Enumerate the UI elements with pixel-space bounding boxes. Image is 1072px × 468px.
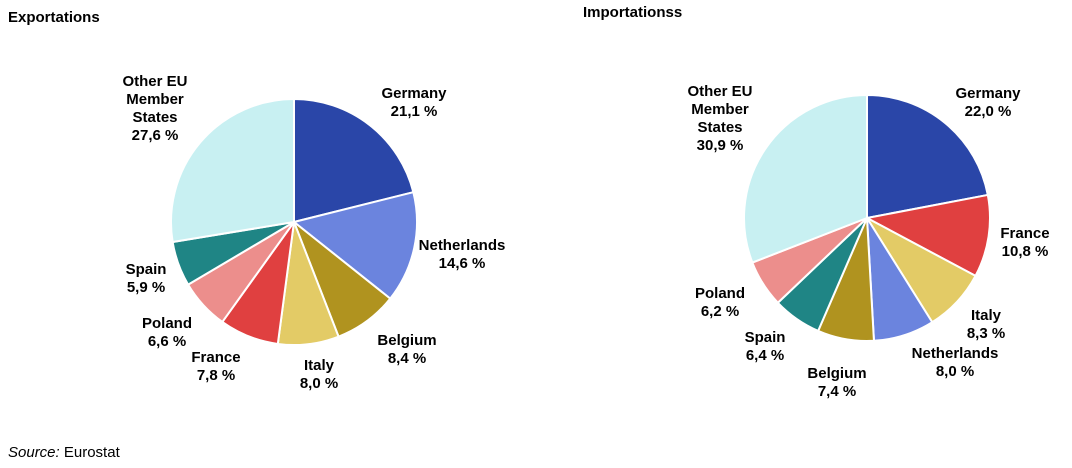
imp-label-other-eu-member-states: Other EU Member States 30,9 % xyxy=(687,83,752,154)
source-value: Eurostat xyxy=(59,444,120,461)
imp-label-italy: Italy 8,3 % xyxy=(967,307,1005,342)
source-note: Source: Eurostat xyxy=(8,444,120,461)
imp-slice-france xyxy=(866,193,991,277)
imp-label-spain: Spain 6,4 % xyxy=(745,329,786,364)
exp-slice-other-eu-member-states xyxy=(170,98,295,243)
imp-label-germany: Germany 22,0 % xyxy=(955,85,1021,120)
exp-label-spain: Spain 5,9 % xyxy=(126,261,167,296)
exp-label-netherlands: Netherlands 14,6 % xyxy=(419,237,506,272)
exp-slice-netherlands xyxy=(293,191,418,300)
importations-title: Importationss xyxy=(583,4,683,21)
exp-label-other-eu-member-states: Other EU Member States 27,6 % xyxy=(122,73,187,144)
imp-label-france: France 10,8 % xyxy=(1000,225,1049,260)
exp-label-belgium: Belgium 8,4 % xyxy=(377,332,436,367)
imp-slice-other-eu-member-states xyxy=(743,94,868,264)
source-label: Source: xyxy=(8,444,60,461)
imp-label-poland: Poland 6,2 % xyxy=(695,285,745,320)
imp-label-belgium: Belgium 7,4 % xyxy=(807,365,866,400)
exp-slice-germany xyxy=(293,98,415,223)
exp-label-italy: Italy 8,0 % xyxy=(300,357,338,392)
exp-label-france: France 7,8 % xyxy=(191,349,240,384)
exportations-title: Exportations xyxy=(8,9,100,26)
exp-label-germany: Germany 21,1 % xyxy=(381,85,447,120)
imp-slice-germany xyxy=(866,94,989,219)
imp-label-netherlands: Netherlands 8,0 % xyxy=(912,345,999,380)
exp-label-poland: Poland 6,6 % xyxy=(142,315,192,350)
